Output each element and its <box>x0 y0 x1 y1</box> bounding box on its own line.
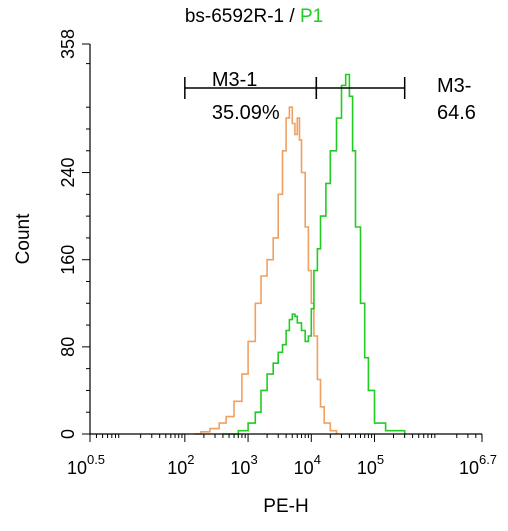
x-tick-base: 10 <box>357 458 377 478</box>
x-tick-label-4: 105 <box>357 452 384 478</box>
y-tick-label-0: 0 <box>58 429 78 439</box>
title-separator: / <box>284 6 300 27</box>
x-tick-exp: 6.7 <box>479 452 497 467</box>
x-tick-label-2: 103 <box>230 452 257 478</box>
series-layer <box>194 73 406 435</box>
series-line-2 <box>222 73 406 435</box>
x-tick-label-5: 106.7 <box>459 452 497 478</box>
y-axis-label: Count <box>13 213 34 264</box>
x-tick-exp: 3 <box>250 452 257 467</box>
series-line-1 <box>194 106 338 435</box>
y-tick-label-1: 80 <box>58 337 78 357</box>
x-tick-base: 10 <box>294 458 314 478</box>
title-gate: P1 <box>299 6 324 27</box>
x-tick-exp: 2 <box>187 452 194 467</box>
x-tick-base: 10 <box>67 458 87 478</box>
y-tick-label-3: 240 <box>58 157 78 187</box>
gate-percent-2: 64.6 <box>437 102 476 124</box>
x-tick-base: 10 <box>167 458 187 478</box>
x-tick-exp: 5 <box>377 452 384 467</box>
chart-title: bs-6592R-1 / P1 <box>0 6 508 28</box>
x-tick-base: 10 <box>459 458 479 478</box>
x-tick-label-1: 102 <box>167 452 194 478</box>
x-tick-exp: 0.5 <box>87 452 105 467</box>
gate-label-1: M3-1 <box>212 69 258 91</box>
gate-label-2: M3- <box>437 75 471 97</box>
x-axis-label: PE-H <box>263 496 308 517</box>
y-tick-label-4: 358 <box>58 29 78 59</box>
gate-percent-1: 35.09% <box>212 102 280 124</box>
y-tick-label-2: 160 <box>58 245 78 275</box>
x-tick-label-3: 104 <box>294 452 321 478</box>
axis-layer <box>89 44 482 435</box>
x-tick-label-0: 100.5 <box>67 452 105 478</box>
x-tick-base: 10 <box>230 458 250 478</box>
x-tick-exp: 4 <box>314 452 321 467</box>
title-sample: bs-6592R-1 <box>184 6 285 27</box>
gate-layer: M3-1 35.09% M3- 64.6 <box>184 69 476 124</box>
